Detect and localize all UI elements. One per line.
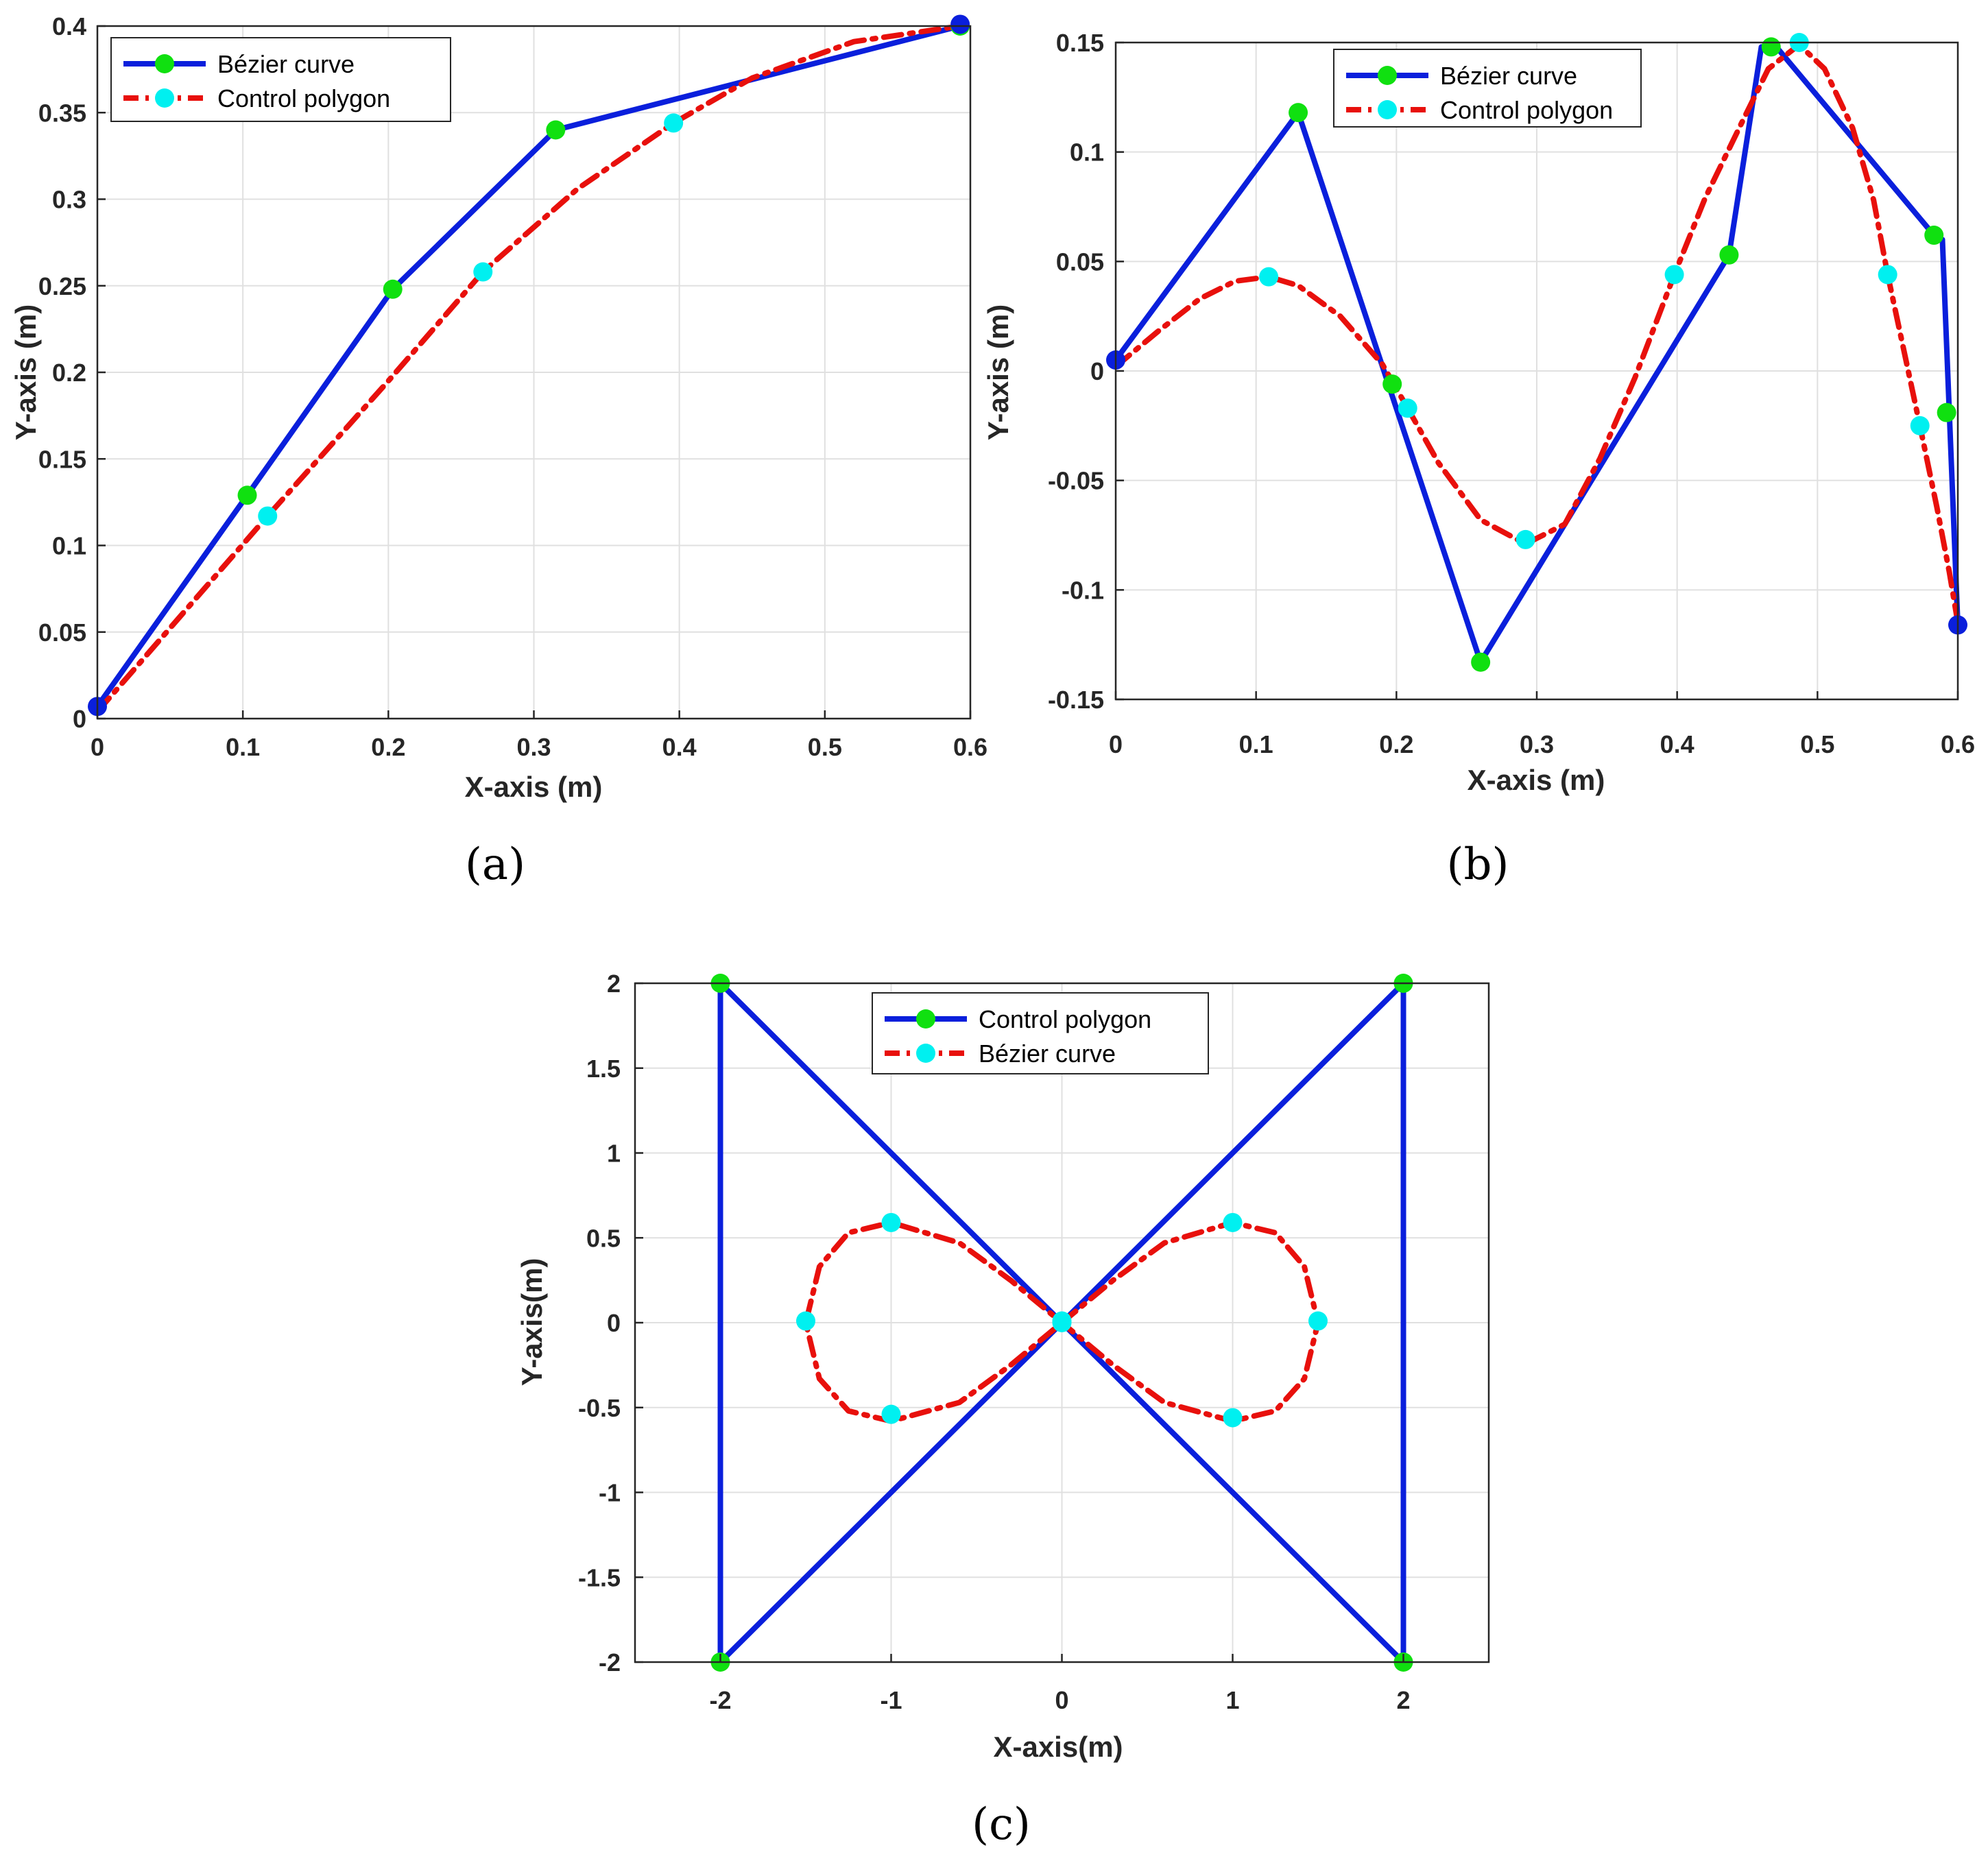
y-tick-label: -2	[599, 1648, 621, 1676]
chart-panel-b: 0 0.1 0.2 0.3 0.4 0.5 0.6 -0.15 -0.1 -0.05 0 0.05 0.…	[982, 29, 1975, 890]
y-tick-label: 0.1	[52, 532, 86, 560]
y-tick-label: 0	[607, 1309, 621, 1337]
x-tick-label: -1	[880, 1686, 902, 1714]
x-tick-label: 0.4	[662, 733, 697, 761]
polygon-marker	[546, 120, 566, 140]
y-tick-label: 0.35	[38, 99, 86, 127]
x-tick-label: 0	[1055, 1686, 1068, 1714]
polygon-marker	[1471, 652, 1491, 672]
curve-marker	[1398, 398, 1417, 418]
panel-caption: (a)	[465, 839, 525, 890]
curve-marker	[1259, 267, 1279, 287]
polygon-marker	[1761, 37, 1781, 57]
legend-label: Bézier curve	[1440, 62, 1577, 90]
polygon-marker	[1937, 402, 1956, 422]
y-tick-label: 0.15	[38, 445, 86, 473]
polygon-marker	[1289, 103, 1308, 123]
curve-marker	[1223, 1408, 1243, 1428]
y-axis-label: Y-axis(m)	[516, 1258, 548, 1386]
y-tick-label: 0	[1090, 357, 1104, 385]
x-tick-label: 0.6	[1941, 730, 1975, 758]
x-tick-label: 0.4	[1660, 730, 1694, 758]
y-tick-label: 0.15	[1056, 29, 1104, 57]
panel-caption: (c)	[972, 1799, 1031, 1850]
x-tick-label: 0.1	[1239, 730, 1273, 758]
panel-caption: (b)	[1447, 839, 1509, 890]
x-axis-label: X-axis (m)	[465, 771, 603, 803]
y-tick-label: 0	[73, 705, 86, 733]
x-axis-label: X-axis (m)	[1468, 764, 1605, 796]
x-tick-label: 0.6	[953, 733, 987, 761]
x-tick-label: 0.3	[1520, 730, 1554, 758]
curve-marker	[1308, 1311, 1328, 1331]
curve-marker	[1878, 265, 1897, 285]
y-tick-label: -1	[599, 1479, 621, 1507]
y-tick-label: -0.1	[1062, 576, 1104, 604]
curve-marker	[1223, 1212, 1243, 1232]
polygon-marker	[1719, 245, 1739, 265]
curve-marker	[881, 1212, 901, 1232]
y-tick-label: -0.05	[1048, 467, 1104, 495]
polygon-marker	[1382, 374, 1402, 394]
x-tick-label: 0.1	[226, 733, 260, 761]
y-tick-label: 0.5	[586, 1224, 621, 1252]
x-tick-label: 0.5	[1800, 730, 1834, 758]
curve-marker	[1910, 416, 1930, 435]
legend-marker-sample	[155, 88, 174, 108]
legend-label: Control polygon	[979, 1005, 1151, 1033]
chart-panel-c: -2 -1 0 1 2 -2 -1.5 -1 -0.5 0 0.5 1 1.5 2 X-axis(m) Y-a…	[516, 970, 1490, 1850]
x-tick-label: 0	[1109, 730, 1123, 758]
curve-marker	[881, 1404, 901, 1424]
y-tick-label: 0.05	[1056, 248, 1104, 276]
y-tick-label: 0.25	[38, 272, 86, 300]
legend-label: Bézier curve	[979, 1039, 1116, 1068]
y-tick-label: 0.05	[38, 618, 86, 647]
y-tick-label: 1	[607, 1140, 621, 1168]
x-tick-label: 1	[1225, 1686, 1239, 1714]
x-tick-label: 0.5	[808, 733, 842, 761]
y-tick-label: -0.15	[1048, 686, 1104, 714]
y-tick-label: 1.5	[586, 1055, 621, 1083]
y-tick-label: -0.5	[578, 1394, 621, 1422]
curve-marker	[473, 262, 493, 282]
legend-marker-sample	[916, 1044, 935, 1063]
x-axis-label: X-axis(m)	[993, 1731, 1123, 1763]
y-tick-label: 2	[607, 970, 621, 998]
chart-panel-a: 0 0.1 0.2 0.3 0.4 0.5 0.6 0 0.05 0.1 0.15 0.2 0.25 0.…	[10, 12, 987, 890]
curve-marker	[796, 1311, 815, 1331]
x-tick-label: -2	[709, 1686, 731, 1714]
legend-marker-sample	[1378, 66, 1397, 85]
y-tick-label: -1.5	[578, 1563, 621, 1591]
polygon-marker	[1924, 226, 1944, 245]
y-axis-label: Y-axis (m)	[982, 304, 1014, 440]
bezier-curve-line	[1113, 42, 1961, 626]
y-tick-label: 0.2	[52, 359, 86, 387]
x-tick-label: 0.2	[371, 733, 405, 761]
x-tick-label: 0.3	[516, 733, 551, 761]
legend-box	[110, 37, 451, 122]
legend-label: Bézier curve	[217, 50, 355, 78]
y-tick-label: 0.4	[52, 12, 86, 40]
x-tick-label: 2	[1396, 1686, 1410, 1714]
x-tick-label: 0.2	[1379, 730, 1413, 758]
y-axis-label: Y-axis (m)	[10, 304, 42, 440]
curve-marker	[664, 113, 684, 133]
legend-label: Control polygon	[217, 84, 390, 112]
curve-marker	[1052, 1311, 1072, 1331]
bezier-curve-line	[95, 23, 963, 714]
curve-marker	[1516, 529, 1535, 549]
legend-label: Control polygon	[1440, 96, 1613, 124]
y-tick-label: 0.3	[52, 186, 86, 214]
legend-marker-sample	[1378, 100, 1397, 119]
polygon-marker	[237, 485, 257, 505]
legend-marker-sample	[155, 54, 174, 73]
polygon-marker	[383, 279, 403, 299]
y-tick-label: 0.1	[1070, 139, 1104, 167]
endpoint-marker	[950, 14, 970, 34]
x-tick-label: 0	[91, 733, 104, 761]
legend-marker-sample	[916, 1009, 935, 1029]
curve-marker	[258, 506, 278, 526]
curve-marker	[1664, 265, 1684, 285]
